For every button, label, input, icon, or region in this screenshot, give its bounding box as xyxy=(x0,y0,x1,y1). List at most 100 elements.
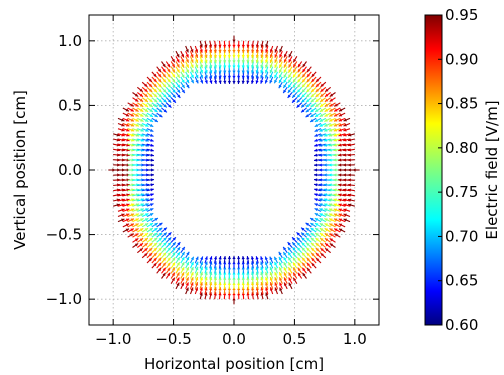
field-arrow-head xyxy=(125,223,130,227)
field-arrow-head xyxy=(265,276,269,281)
field-arrow-head xyxy=(246,65,250,69)
field-arrow-head xyxy=(190,74,194,79)
field-arrow-head xyxy=(163,109,167,113)
field-arrow-head xyxy=(264,261,268,265)
x-tick-label: 0.0 xyxy=(222,330,246,348)
field-arrow-head xyxy=(237,60,241,64)
field-arrow-head xyxy=(158,262,162,267)
field-arrow-head xyxy=(279,282,283,286)
field-arrow-head xyxy=(324,218,328,222)
field-arrow-head xyxy=(260,266,264,270)
field-arrow-head xyxy=(116,143,121,147)
field-arrow-head xyxy=(269,64,273,69)
field-arrow-head xyxy=(311,247,315,252)
field-arrow-head xyxy=(323,188,328,192)
field-arrow-head xyxy=(318,183,323,187)
field-arrow-head xyxy=(218,70,222,74)
field-arrow-head xyxy=(323,163,327,167)
field-arrow-head xyxy=(333,163,337,167)
field-arrow-head xyxy=(139,103,144,107)
field-arrow-head xyxy=(338,138,342,142)
field-arrow-head xyxy=(186,261,189,266)
field-arrow-head xyxy=(154,103,158,108)
field-arrow-head xyxy=(145,193,149,197)
field-arrow-head xyxy=(279,267,282,271)
field-arrow-head xyxy=(323,173,327,177)
field-arrow-head xyxy=(154,113,158,117)
field-arrow-head xyxy=(329,233,333,237)
field-arrow-head xyxy=(333,158,337,162)
field-arrow-head xyxy=(320,83,324,87)
field-arrow-head xyxy=(130,228,134,232)
field-arrow-head xyxy=(195,69,199,74)
field-arrow-head xyxy=(323,168,327,172)
field-arrow-head xyxy=(199,287,203,291)
field-arrow-head xyxy=(315,113,319,117)
field-arrow-head xyxy=(149,218,154,222)
field-arrow-head xyxy=(283,282,287,286)
field-arrow-head xyxy=(190,54,194,58)
field-arrow-head xyxy=(306,267,311,272)
field-arrow-head xyxy=(296,242,301,246)
field-arrow-head xyxy=(301,89,305,93)
field-arrows xyxy=(108,35,360,305)
field-arrow-head xyxy=(319,218,324,222)
field-arrow-head xyxy=(195,74,199,79)
field-arrow-head xyxy=(260,54,264,58)
field-arrow-head xyxy=(135,228,139,232)
field-arrow-head xyxy=(213,54,217,59)
field-arrow-head xyxy=(274,272,278,276)
field-arrow-head xyxy=(314,143,318,147)
field-arrow-head xyxy=(125,213,130,217)
field-arrow-head xyxy=(131,143,135,147)
field-arrow-head xyxy=(131,188,135,192)
field-arrow-head xyxy=(145,188,150,192)
field-arrow-head xyxy=(283,54,287,58)
field-arrow-head xyxy=(162,272,166,277)
field-arrow-head xyxy=(218,54,222,59)
field-arrow-head xyxy=(195,277,199,281)
field-arrow-head xyxy=(125,113,130,117)
field-arrow-head xyxy=(163,227,167,231)
field-arrow-head xyxy=(213,44,217,48)
field-arrow-head xyxy=(315,108,319,112)
field-arrow-head xyxy=(343,168,346,172)
field-arrow-head xyxy=(172,267,175,271)
field-arrow-head xyxy=(135,118,139,122)
field-arrow-head xyxy=(148,88,153,92)
field-arrow-head xyxy=(131,193,135,197)
field-arrow-head xyxy=(246,54,250,59)
field-arrow-head xyxy=(140,203,144,207)
field-arrow-head xyxy=(301,227,305,231)
field-arrow-head xyxy=(218,44,222,48)
field-arrow-head xyxy=(154,118,158,122)
field-arrow-head xyxy=(144,248,148,252)
field-arrow-head xyxy=(213,292,217,296)
field-arrow-head xyxy=(121,208,125,212)
field-arrow-head xyxy=(199,69,203,74)
field-arrow-head xyxy=(140,218,144,222)
field-arrow-head xyxy=(320,103,324,107)
field-arrow-head xyxy=(329,108,333,112)
field-arrow-head xyxy=(250,256,255,260)
field-arrow-head xyxy=(181,262,185,266)
field-arrow-head xyxy=(320,248,324,252)
field-arrow-head xyxy=(329,218,333,222)
field-arrow-head xyxy=(329,103,333,107)
field-arrow-head xyxy=(153,237,158,242)
field-arrow-head xyxy=(121,128,125,132)
field-arrow-head xyxy=(190,266,194,271)
field-arrow-head xyxy=(167,69,171,73)
field-arrow-head xyxy=(343,133,347,137)
field-arrow-head xyxy=(209,261,213,265)
y-tick-label: −0.5 xyxy=(46,226,82,244)
field-arrow-head xyxy=(172,262,176,266)
field-arrow-head xyxy=(130,233,134,237)
field-arrow-head xyxy=(150,208,154,212)
field-arrow-head xyxy=(148,253,153,257)
field-arrow-head xyxy=(297,272,301,277)
field-arrow-head xyxy=(287,242,291,246)
field-arrow-head xyxy=(158,109,163,113)
field-arrow-head xyxy=(333,218,338,222)
y-tick-label: 0.5 xyxy=(58,96,82,114)
